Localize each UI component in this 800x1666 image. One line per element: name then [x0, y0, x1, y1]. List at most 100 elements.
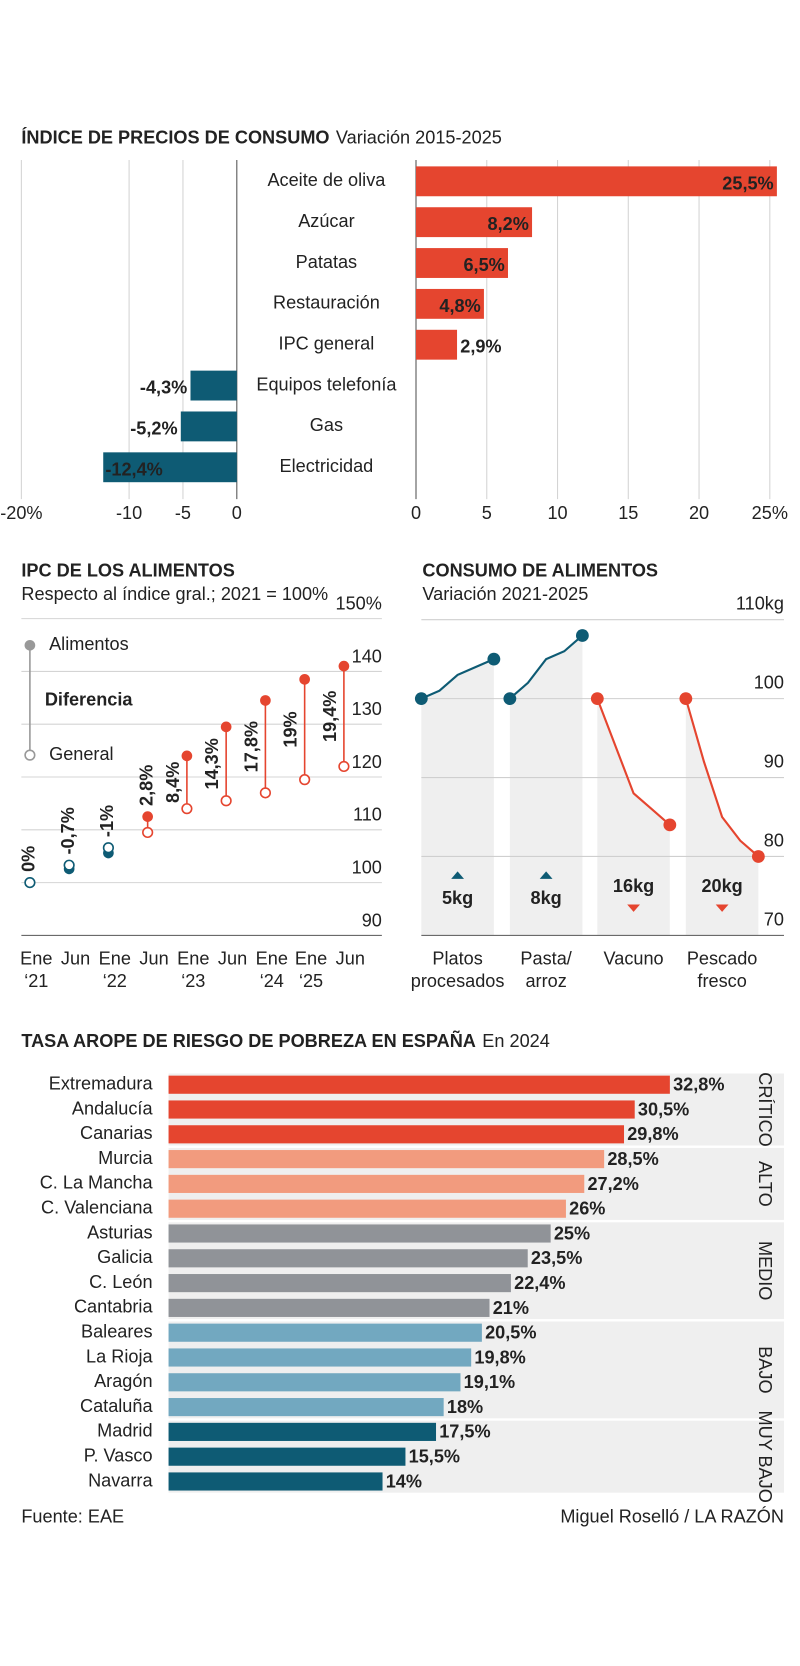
bar — [415, 166, 777, 197]
change-label: 20kg — [701, 876, 742, 896]
x-tick-label: Ene — [20, 949, 52, 969]
value-label: 23,5% — [531, 1248, 582, 1268]
general-dot — [63, 859, 75, 871]
x-tick-label: 15 — [618, 503, 638, 523]
change-label: 8kg — [531, 888, 562, 908]
x-tick-label: 0 — [411, 503, 421, 523]
value-label: 22,4% — [514, 1273, 565, 1293]
category-label: Cantabria — [74, 1297, 154, 1317]
value-label: -12,4% — [105, 459, 162, 479]
endpoint — [590, 692, 604, 706]
y-tick-label: 110 — [353, 805, 382, 825]
change-arrow — [451, 871, 464, 879]
value-label: 6,5% — [463, 255, 504, 275]
bar — [415, 288, 484, 319]
group-label: ALTO — [755, 1161, 775, 1207]
category-label: IPC general — [279, 334, 375, 354]
value-label: 20,5% — [485, 1323, 536, 1343]
group-label: MUY BAJO — [755, 1411, 775, 1503]
chart-title: ÍNDICE DE PRECIOS DE CONSUMO — [21, 126, 329, 147]
bar — [168, 1472, 383, 1491]
category-label: C. León — [89, 1272, 152, 1292]
x-tick-label: ‘23 — [181, 971, 205, 991]
value-label: 19,1% — [464, 1372, 515, 1392]
category-label: La Rioja — [86, 1346, 153, 1366]
category-label: Madrid — [97, 1421, 152, 1441]
x-tick-label: Vacuno — [604, 949, 664, 969]
line — [684, 698, 760, 858]
x-tick-label: Ene — [295, 949, 327, 969]
category-label: Andalucía — [72, 1098, 154, 1118]
difference-label: -0,7% — [58, 807, 78, 854]
value-label: 30,5% — [638, 1099, 689, 1119]
change-arrow — [627, 904, 640, 912]
change-arrow — [539, 871, 553, 879]
bar — [168, 1373, 461, 1392]
bar — [103, 452, 237, 483]
x-tick-label: Jun — [61, 949, 90, 969]
x-tick-label: 10 — [547, 503, 567, 523]
endpoint — [663, 818, 677, 832]
value-label: 32,8% — [673, 1075, 724, 1095]
x-tick-label: ‘25 — [299, 971, 323, 991]
category-label: C. Valenciana — [41, 1198, 153, 1218]
y-tick-label: 110kg — [736, 594, 784, 614]
general-dot — [102, 842, 114, 854]
bar — [168, 1075, 670, 1094]
value-label: 29,8% — [627, 1124, 678, 1144]
area — [421, 659, 494, 936]
bar — [415, 329, 458, 360]
x-tick-label: Platos — [432, 949, 482, 969]
legend-dot — [24, 639, 36, 651]
category-label: Canarias — [80, 1123, 153, 1143]
chart-subtitle: En 2024 — [482, 1031, 550, 1051]
bar — [168, 1224, 551, 1243]
x-tick-label: Ene — [177, 949, 209, 969]
category-label: Navarra — [88, 1470, 153, 1490]
bar — [168, 1422, 437, 1441]
category-label: C. La Mancha — [40, 1173, 154, 1193]
x-tick-label: ‘21 — [24, 971, 48, 991]
x-tick-label: Jun — [218, 949, 247, 969]
category-label: Extremadura — [49, 1074, 154, 1094]
bar — [168, 1298, 490, 1317]
value-label: 8,2% — [488, 214, 529, 234]
category-label: Patatas — [296, 252, 357, 272]
area — [509, 635, 583, 936]
chart-subtitle: Variación 2021-2025 — [422, 584, 588, 604]
category-label: Galicia — [97, 1247, 153, 1267]
category-label: P. Vasco — [84, 1445, 153, 1465]
x-tick-label: -10 — [116, 503, 142, 523]
legend-label: Diferencia — [45, 690, 134, 710]
y-tick-label: 130 — [352, 699, 382, 719]
chart-title: TASA AROPE DE RIESGO DE POBREZA EN ESPAÑ… — [21, 1030, 476, 1051]
value-label: 25,5% — [722, 173, 773, 193]
category-label: Aceite de oliva — [267, 170, 386, 190]
general-dot — [24, 876, 36, 889]
category-label: Asturias — [87, 1222, 152, 1242]
endpoint — [503, 692, 517, 706]
bar — [168, 1447, 406, 1466]
y-tick-label: 80 — [764, 830, 784, 850]
difference-label: 19% — [281, 711, 301, 747]
difference-label: 8,4% — [163, 762, 183, 803]
general-dot — [259, 787, 271, 799]
general-dot — [142, 826, 154, 839]
endpoint — [751, 850, 765, 863]
area — [597, 698, 670, 936]
legend-dot — [24, 749, 36, 761]
bar — [168, 1125, 625, 1144]
difference-label: 0% — [19, 846, 39, 872]
x-tick-label: ‘22 — [103, 971, 127, 991]
value-label: 18% — [447, 1397, 483, 1417]
group-label: CRÍTICO — [755, 1072, 775, 1147]
y-tick-label: 120 — [352, 752, 382, 772]
chart-subtitle: Variación 2015-2025 — [336, 127, 502, 147]
category-label: Baleares — [81, 1321, 153, 1341]
change-arrow — [715, 904, 729, 912]
endpoint — [679, 692, 693, 706]
chart-subtitle: Respecto al índice gral.; 2021 = 100% — [21, 584, 328, 604]
credit: Miguel Roselló / LA RAZÓN — [560, 1506, 784, 1527]
x-tick-label: Pescado — [687, 949, 758, 969]
